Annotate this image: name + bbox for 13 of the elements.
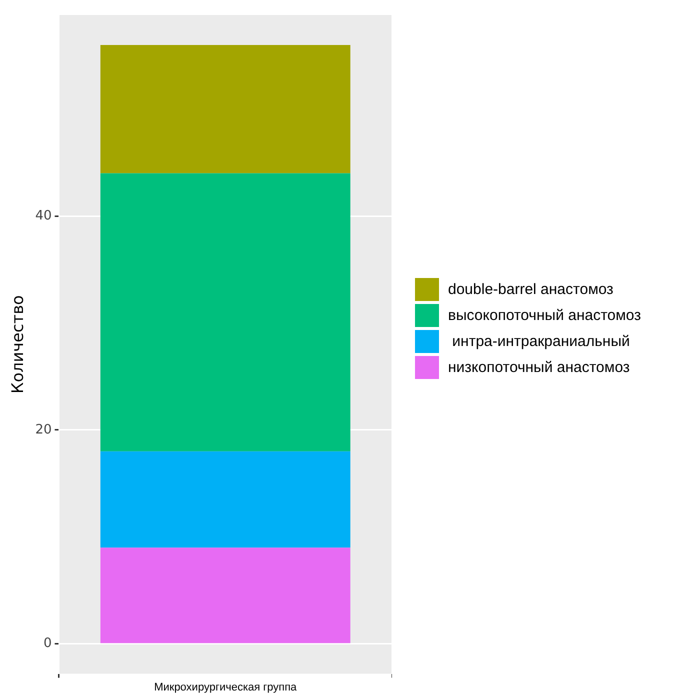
legend-label: высокопоточный анастомоз — [448, 306, 641, 324]
legend-label: низкопоточный анастомоз — [448, 358, 630, 376]
y-axis-title: Количество — [8, 295, 27, 394]
legend-label: double-barrel анастомоз — [448, 280, 614, 298]
y-tick-label: 20 — [35, 422, 52, 438]
y-tick-label: 40 — [35, 208, 52, 224]
legend-label: интра-интракраниальный — [451, 332, 630, 350]
bar — [100, 548, 350, 644]
bar — [100, 173, 350, 452]
bar — [100, 451, 350, 548]
bar — [100, 44, 350, 174]
y-tick-label: 0 — [43, 636, 52, 652]
x-tick-label: Микрохирургическая группа — [154, 681, 298, 694]
